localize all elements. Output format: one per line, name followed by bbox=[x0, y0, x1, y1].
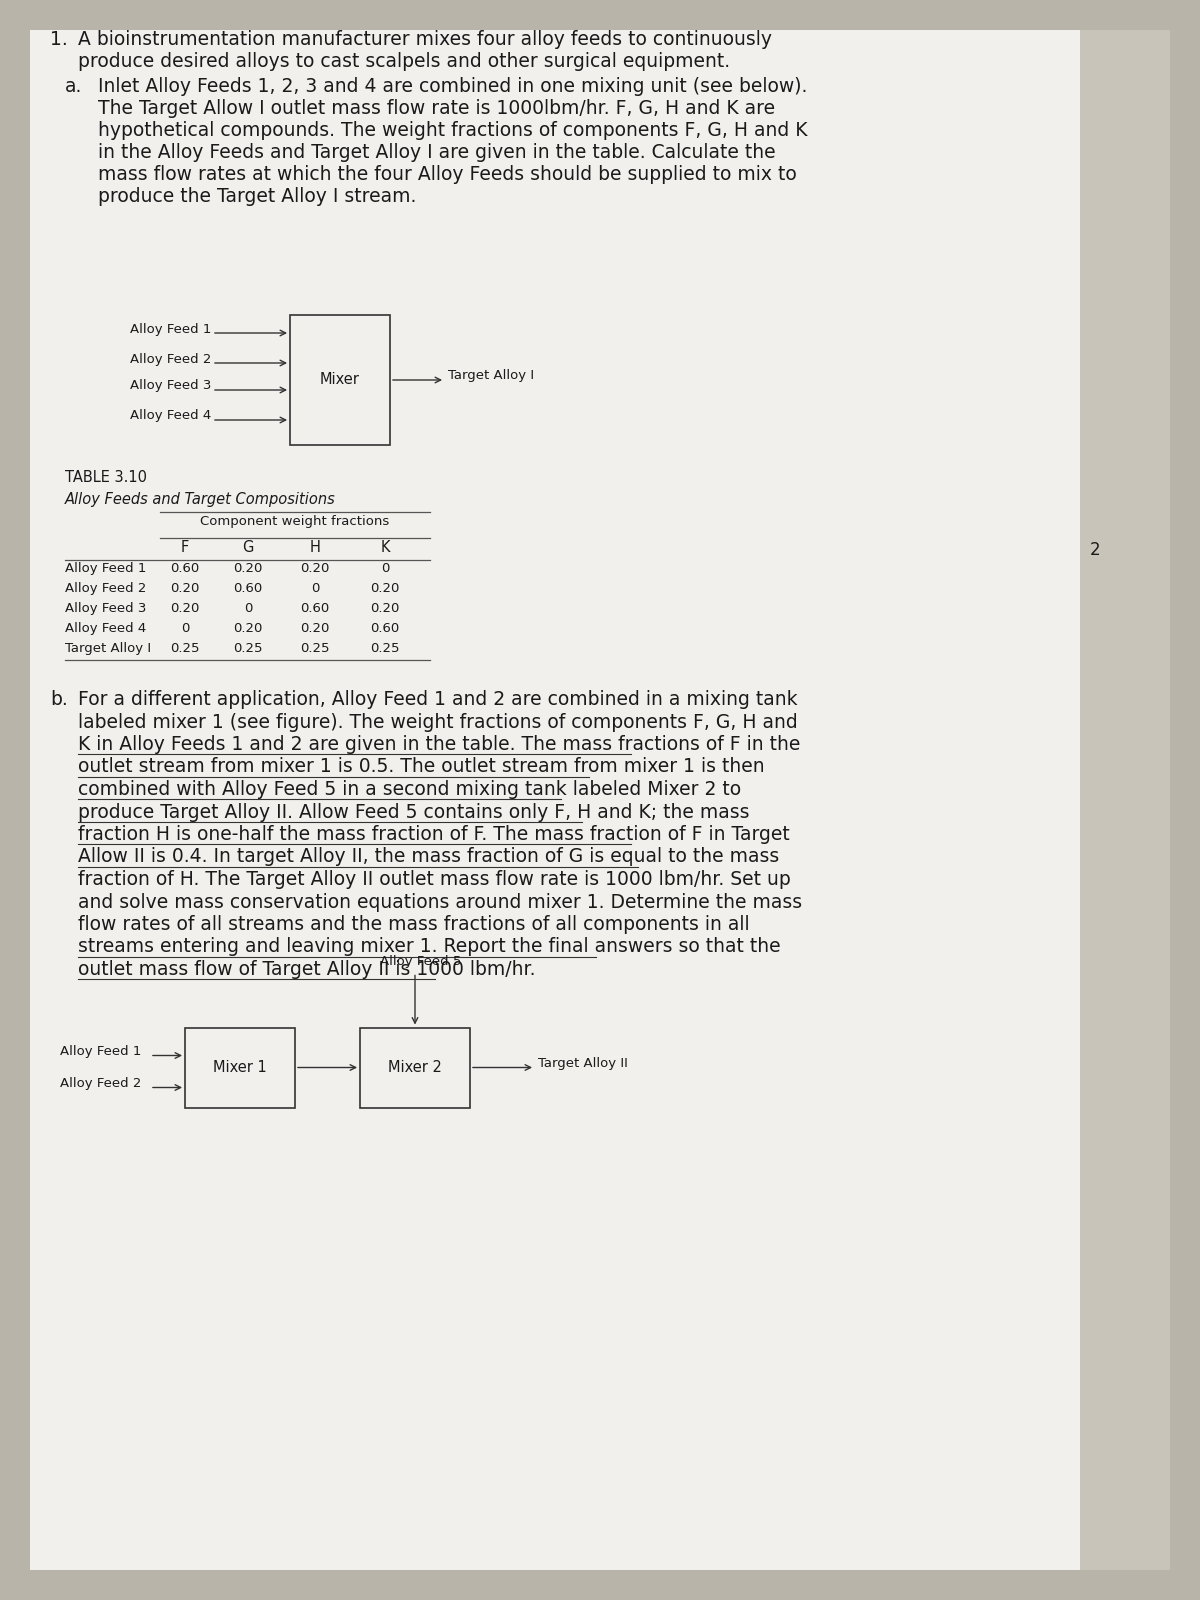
Text: 0.25: 0.25 bbox=[170, 642, 199, 654]
Text: Alloy Feed 1: Alloy Feed 1 bbox=[65, 562, 146, 574]
Text: Alloy Feed 3: Alloy Feed 3 bbox=[130, 379, 211, 392]
Text: 0: 0 bbox=[380, 562, 389, 574]
Text: produce the Target Alloy I stream.: produce the Target Alloy I stream. bbox=[98, 187, 416, 206]
Text: outlet stream from mixer 1 is 0.5. The outlet stream from mixer 1 is then: outlet stream from mixer 1 is 0.5. The o… bbox=[78, 757, 764, 776]
Text: Alloy Feed 1: Alloy Feed 1 bbox=[60, 1045, 142, 1058]
Text: Allow II is 0.4. In target Alloy II, the mass fraction of G is equal to the mass: Allow II is 0.4. In target Alloy II, the… bbox=[78, 848, 779, 867]
Text: and solve mass conservation equations around mixer 1. Determine the mass: and solve mass conservation equations ar… bbox=[78, 893, 802, 912]
Text: G: G bbox=[242, 541, 253, 555]
Text: hypothetical compounds. The weight fractions of components F, G, H and K: hypothetical compounds. The weight fract… bbox=[98, 122, 808, 141]
Text: 0.20: 0.20 bbox=[233, 622, 263, 635]
Text: mass flow rates at which the four Alloy Feeds should be supplied to mix to: mass flow rates at which the four Alloy … bbox=[98, 165, 797, 184]
Text: Alloy Feed 2: Alloy Feed 2 bbox=[65, 582, 146, 595]
Text: H: H bbox=[310, 541, 320, 555]
Text: Alloy Feed 1: Alloy Feed 1 bbox=[130, 323, 211, 336]
Text: 1.: 1. bbox=[50, 30, 67, 50]
Text: b.: b. bbox=[50, 690, 67, 709]
Text: Alloy Feed 4: Alloy Feed 4 bbox=[130, 410, 211, 422]
Text: F: F bbox=[181, 541, 190, 555]
Text: Mixer 2: Mixer 2 bbox=[388, 1059, 442, 1075]
Text: 0.20: 0.20 bbox=[371, 602, 400, 614]
Text: fraction of H. The Target Alloy II outlet mass flow rate is 1000 lbm/hr. Set up: fraction of H. The Target Alloy II outle… bbox=[78, 870, 791, 890]
Text: outlet mass flow of Target Alloy II is 1000 lbm/hr.: outlet mass flow of Target Alloy II is 1… bbox=[78, 960, 535, 979]
Text: Mixer 1: Mixer 1 bbox=[214, 1059, 266, 1075]
Text: The Target Allow I outlet mass flow rate is 1000lbm/hr. F, G, H and K are: The Target Allow I outlet mass flow rate… bbox=[98, 99, 775, 118]
Text: K in Alloy Feeds 1 and 2 are given in the table. The mass fractions of F in the: K in Alloy Feeds 1 and 2 are given in th… bbox=[78, 734, 800, 754]
Text: Component weight fractions: Component weight fractions bbox=[200, 515, 390, 528]
Text: labeled mixer 1 (see figure). The weight fractions of components F, G, H and: labeled mixer 1 (see figure). The weight… bbox=[78, 712, 798, 731]
Bar bbox=[185, 1027, 295, 1107]
Text: Alloy Feed 2: Alloy Feed 2 bbox=[60, 1077, 142, 1090]
Text: 0: 0 bbox=[181, 622, 190, 635]
Text: 0.25: 0.25 bbox=[300, 642, 330, 654]
Bar bbox=[360, 1027, 470, 1107]
Text: Alloy Feed 4: Alloy Feed 4 bbox=[65, 622, 146, 635]
Text: 0.20: 0.20 bbox=[170, 582, 199, 595]
Text: streams entering and leaving mixer 1. Report the final answers so that the: streams entering and leaving mixer 1. Re… bbox=[78, 938, 781, 957]
Text: 0.25: 0.25 bbox=[233, 642, 263, 654]
Text: Inlet Alloy Feeds 1, 2, 3 and 4 are combined in one mixing unit (see below).: Inlet Alloy Feeds 1, 2, 3 and 4 are comb… bbox=[98, 77, 808, 96]
Text: 0.60: 0.60 bbox=[300, 602, 330, 614]
Text: 0: 0 bbox=[244, 602, 252, 614]
Bar bbox=[1080, 30, 1170, 1570]
Text: 2: 2 bbox=[1090, 541, 1100, 558]
Text: produce desired alloys to cast scalpels and other surgical equipment.: produce desired alloys to cast scalpels … bbox=[78, 51, 730, 70]
Text: 0.25: 0.25 bbox=[371, 642, 400, 654]
Text: TABLE 3.10: TABLE 3.10 bbox=[65, 470, 148, 485]
Text: For a different application, Alloy Feed 1 and 2 are combined in a mixing tank: For a different application, Alloy Feed … bbox=[78, 690, 798, 709]
Text: Alloy Feed 5: Alloy Feed 5 bbox=[380, 955, 461, 968]
Text: combined with Alloy Feed 5 in a second mixing tank labeled Mixer 2 to: combined with Alloy Feed 5 in a second m… bbox=[78, 781, 742, 798]
Text: produce Target Alloy II. Allow Feed 5 contains only F, H and K; the mass: produce Target Alloy II. Allow Feed 5 co… bbox=[78, 803, 750, 821]
Text: fraction H is one-half the mass fraction of F. The mass fraction of F in Target: fraction H is one-half the mass fraction… bbox=[78, 826, 790, 845]
Text: Target Alloy I: Target Alloy I bbox=[448, 370, 534, 382]
Text: 0.60: 0.60 bbox=[170, 562, 199, 574]
Bar bbox=[30, 30, 1080, 1570]
Text: a.: a. bbox=[65, 77, 83, 96]
Text: 0: 0 bbox=[311, 582, 319, 595]
Text: Target Alloy I: Target Alloy I bbox=[65, 642, 151, 654]
Text: 0.20: 0.20 bbox=[170, 602, 199, 614]
Text: A bioinstrumentation manufacturer mixes four alloy feeds to continuously: A bioinstrumentation manufacturer mixes … bbox=[78, 30, 772, 50]
Text: K: K bbox=[380, 541, 390, 555]
Bar bbox=[290, 315, 390, 445]
Text: 0.60: 0.60 bbox=[233, 582, 263, 595]
Text: 0.20: 0.20 bbox=[300, 622, 330, 635]
Text: 0.20: 0.20 bbox=[371, 582, 400, 595]
Text: flow rates of all streams and the mass fractions of all components in all: flow rates of all streams and the mass f… bbox=[78, 915, 750, 934]
Text: Target Alloy II: Target Alloy II bbox=[538, 1058, 628, 1070]
Text: Alloy Feeds and Target Compositions: Alloy Feeds and Target Compositions bbox=[65, 493, 336, 507]
Text: Mixer: Mixer bbox=[320, 373, 360, 387]
Text: 0.20: 0.20 bbox=[233, 562, 263, 574]
Text: 0.20: 0.20 bbox=[300, 562, 330, 574]
Text: Alloy Feed 2: Alloy Feed 2 bbox=[130, 352, 211, 365]
Text: 0.60: 0.60 bbox=[371, 622, 400, 635]
Text: Alloy Feed 3: Alloy Feed 3 bbox=[65, 602, 146, 614]
Text: in the Alloy Feeds and Target Alloy I are given in the table. Calculate the: in the Alloy Feeds and Target Alloy I ar… bbox=[98, 142, 775, 162]
